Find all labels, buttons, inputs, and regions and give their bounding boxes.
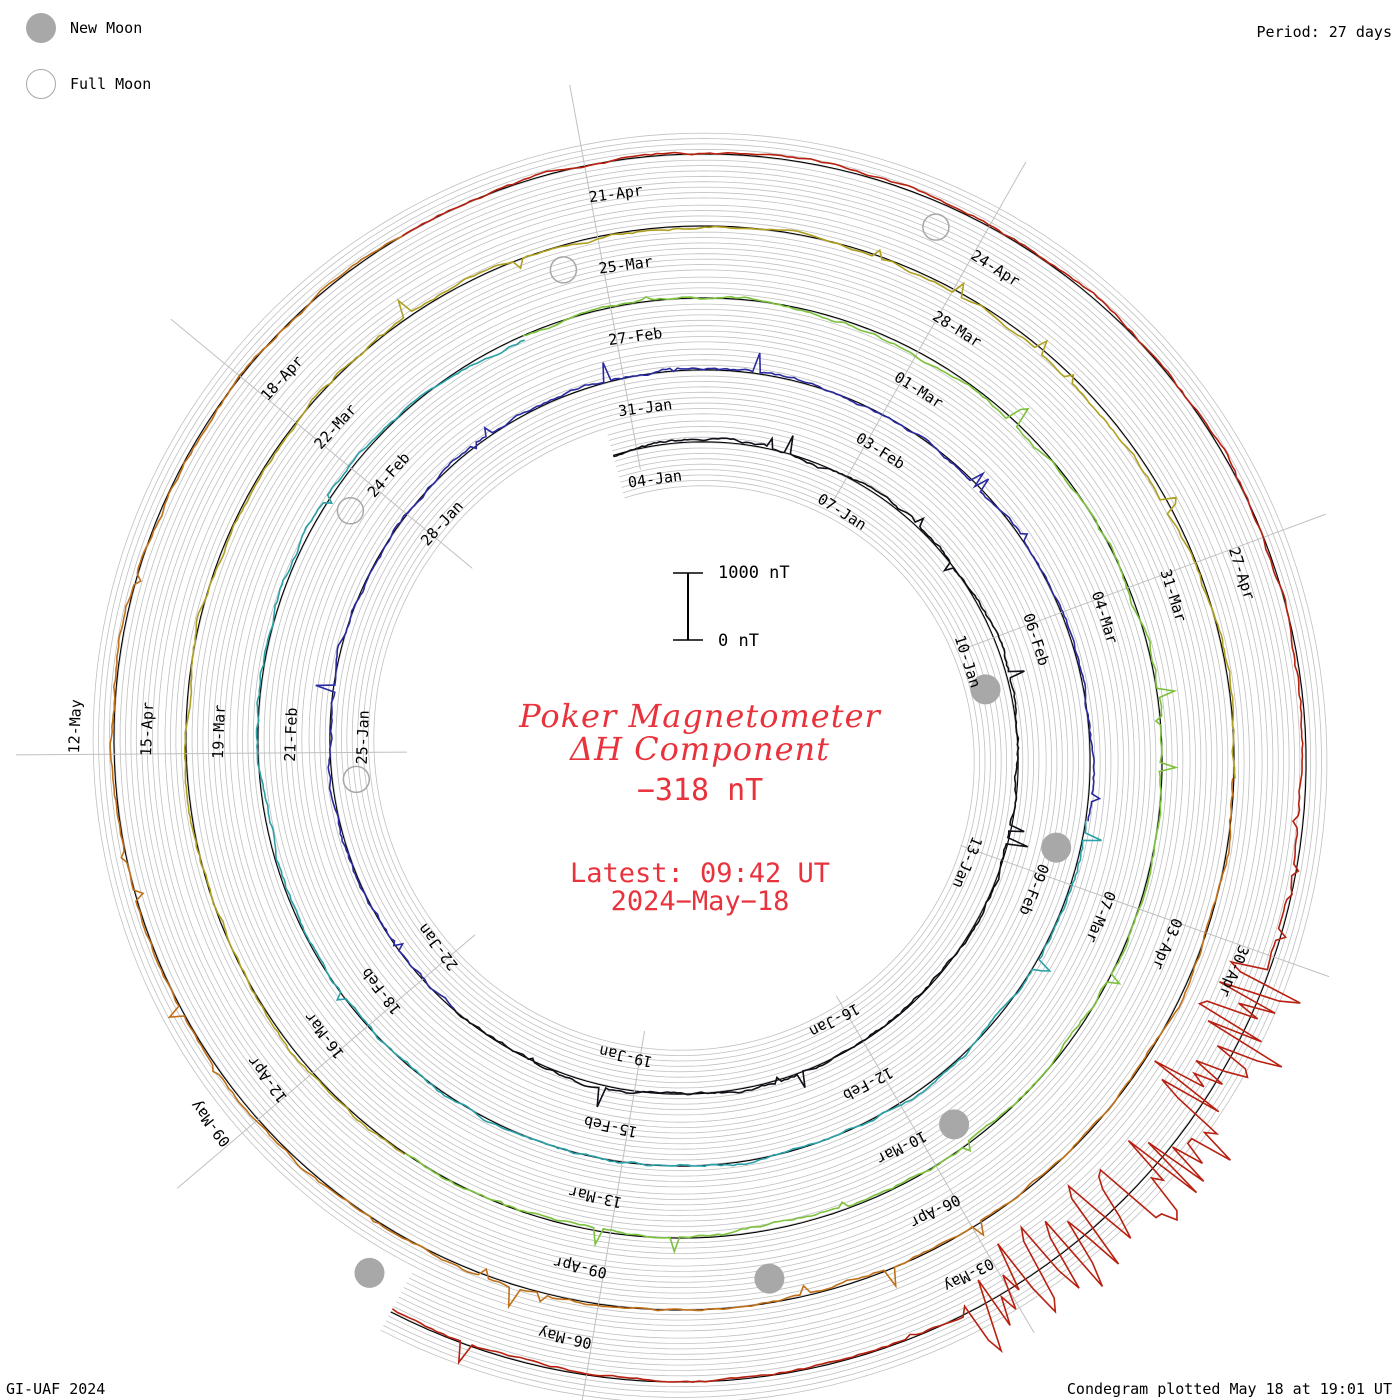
grid-spiral: [146, 186, 1274, 1350]
date-tick-label: 06-May: [537, 1323, 594, 1352]
date-tick-label: 12-Apr: [244, 1052, 291, 1106]
date-tick-label: 03-May: [941, 1254, 997, 1295]
day-spoke: [176, 934, 476, 1189]
full-moon-marker: [549, 256, 578, 284]
date-tick-label: 21-Feb: [281, 707, 301, 762]
date-tick-label: 18-Apr: [257, 352, 307, 404]
grid-spiral: [125, 165, 1295, 1371]
date-tick-label: 16-Mar: [301, 1008, 348, 1062]
date-tick-label: 15-Apr: [137, 702, 157, 757]
full-moon-marker: [336, 497, 365, 525]
magnetometer-trace-segment: [404, 295, 1179, 1255]
title-line-2: ΔH Component: [569, 730, 831, 768]
legend-new-moon: New Moon: [26, 12, 142, 44]
period-text: Period: 27 days: [1256, 23, 1392, 41]
magnetometer-trace-segment: [255, 339, 1102, 1168]
new-moon-marker: [754, 1263, 785, 1294]
date-tick-label: 24-Feb: [364, 449, 414, 501]
grid-spiral: [141, 181, 1279, 1355]
date-tick-label: 12-Feb: [840, 1063, 896, 1104]
latest-block: Latest: 09:42 UT 2024−May−18: [450, 860, 950, 916]
title-line-1: Poker Magnetometer: [519, 697, 881, 735]
date-tick-label: 19-Jan: [597, 1042, 654, 1071]
day-spoke: [835, 995, 1035, 1334]
footer-credit: GI-UAF 2024: [6, 1380, 106, 1398]
date-tick-label: 25-Jan: [353, 710, 373, 765]
legend-full-moon: Full Moon: [26, 68, 151, 100]
full-moon-icon: [26, 69, 56, 99]
moon-layer: [336, 213, 1072, 1294]
grid-spiral: [157, 197, 1263, 1339]
grid-spiral: [130, 170, 1290, 1366]
day-spoke: [170, 318, 473, 569]
date-tick-label: 13-Jan: [949, 834, 986, 891]
scale-top-label: 1000 nT: [718, 563, 790, 583]
magnetometer-trace-segment: [183, 225, 1236, 1156]
day-spoke: [15, 751, 408, 756]
date-tick-label: 22-Mar: [311, 401, 361, 453]
new-moon-marker: [970, 674, 1001, 705]
date-tick-label: 13-Mar: [567, 1183, 624, 1212]
new-moon-icon: [26, 13, 56, 43]
new-moon-marker: [939, 1109, 970, 1140]
date-tick-label: 16-Jan: [806, 1000, 862, 1041]
grid-spiral: [119, 159, 1301, 1377]
grid-spiral: [92, 132, 1328, 1400]
magnetometer-trace-segment: [109, 235, 1234, 1312]
grid-spiral: [114, 154, 1306, 1382]
date-tick-label: 09-Feb: [1015, 861, 1052, 918]
legend-new-moon-label: New Moon: [70, 19, 143, 37]
current-value: −318 nT: [636, 773, 764, 808]
date-tick-label: 27-Feb: [607, 324, 663, 349]
day-spoke: [832, 161, 1027, 503]
date-tick-label: 07-Mar: [1082, 888, 1119, 945]
day-spoke: [581, 1030, 646, 1400]
magnetometer-trace-segment: [315, 352, 1102, 1010]
date-tick-label: 10-Mar: [873, 1127, 929, 1168]
legend-full-moon-label: Full Moon: [70, 75, 152, 93]
date-tick-label: 31-Jan: [617, 395, 673, 420]
trace-layer: [109, 151, 1304, 1384]
date-tick-label: 07-Jan: [814, 490, 869, 534]
grid-spiral: [135, 175, 1285, 1361]
day-spoke: [960, 845, 1330, 978]
date-tick-label: 21-Apr: [588, 181, 644, 206]
grid-spiral: [152, 192, 1268, 1344]
date-tick-label: 25-Mar: [598, 252, 654, 277]
scale-bottom-label: 0 nT: [718, 631, 759, 651]
latest-date: 2024−May−18: [610, 886, 790, 917]
date-tick-label: 18-Feb: [357, 964, 404, 1018]
magnetometer-trace-segment: [391, 151, 1304, 1384]
chart-title: Poker Magnetometer ΔH Component: [450, 700, 950, 766]
date-tick-label: 19-Mar: [209, 704, 229, 759]
full-moon-marker: [342, 765, 371, 794]
magnetometer-trace-segment: [453, 435, 1029, 1108]
date-tick-label: 12-May: [65, 699, 85, 754]
new-moon-marker: [1041, 832, 1072, 863]
date-tick-label: 03-Apr: [1149, 916, 1186, 973]
day-spoke: [958, 513, 1326, 652]
footer-plotted: Condegram plotted May 18 at 19:01 UT: [1066, 1380, 1392, 1398]
date-tick-label: 28-Jan: [417, 497, 467, 549]
date-tick-label: 09-Apr: [552, 1253, 609, 1282]
spoke-layer: [15, 84, 1330, 1400]
scale-bar: [673, 572, 703, 641]
grid-spiral: [108, 148, 1312, 1388]
grid-spiral: [98, 138, 1322, 1398]
full-moon-marker: [922, 213, 950, 241]
date-tick-label: 04-Jan: [627, 466, 683, 491]
latest-time: Latest: 09:42 UT: [569, 858, 831, 889]
new-moon-marker: [354, 1257, 385, 1288]
date-tick-label: 06-Apr: [907, 1191, 963, 1232]
day-spoke: [569, 84, 641, 470]
date-tick-label: 09-May: [187, 1097, 234, 1151]
date-tick-label: 03-Feb: [853, 429, 908, 473]
grid-spiral: [103, 143, 1317, 1393]
